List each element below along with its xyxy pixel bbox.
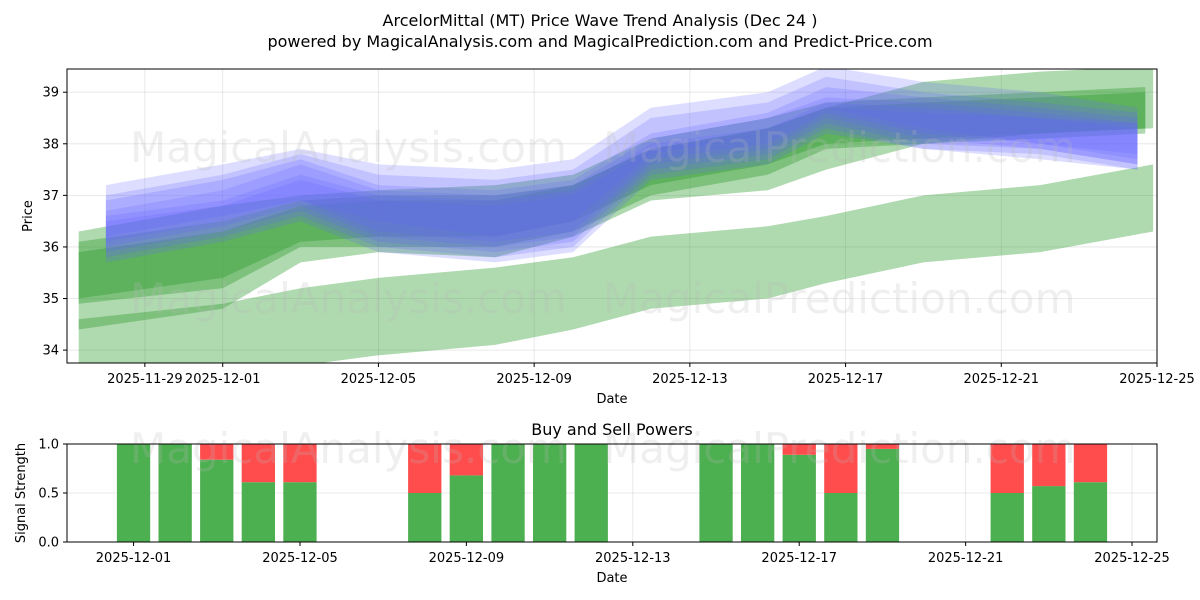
watermark-analysis-top: MagicalAnalysis.com [130,123,567,172]
signal-y-tick-label: 0.0 [38,536,59,551]
buy-power-bar [741,444,775,542]
price-x-axis-label: Date [596,392,627,407]
price-x-tick-label: 2025-12-21 [964,372,1040,387]
blue-wave-band [105,102,1138,258]
blue-wave-band [105,76,1138,242]
price-x-tick-label: 2025-12-09 [496,372,572,387]
sell-power-bar [782,444,816,455]
sell-power-bar [200,444,234,460]
buy-power-bar [491,444,525,542]
price-plot-background [67,69,1157,363]
sell-power-bar [1073,444,1108,483]
buy-power-bar [574,444,608,542]
buy-power-bar [782,454,816,542]
buy-power-bar [990,493,1024,542]
sell-power-bar [283,444,317,483]
sell-power-bar [865,444,900,449]
signal-x-tick-label: 2025-12-25 [1094,551,1170,566]
price-y-axis-label: Price [21,200,36,232]
green-trend-band [78,92,1146,304]
buy-sell-title: Buy and Sell Powers [531,420,693,439]
signal-x-axis-label: Date [596,571,627,586]
chart-subtitle: powered by MagicalAnalysis.com and Magic… [267,32,932,51]
watermark-analysis-mid: MagicalAnalysis.com [130,274,567,323]
price-wave-chart: MagicalAnalysis.com MagicalPrediction.co… [21,68,1195,407]
blue-wave-band [105,69,1138,237]
buy-power-bar [824,493,858,542]
price-x-tick-label: 2025-12-13 [652,372,728,387]
chart-title: ArcelorMittal (MT) Price Wave Trend Anal… [383,11,818,30]
price-plot-frame [66,68,1158,364]
price-y-tick-label: 37 [42,189,59,204]
buy-power-bar [158,444,192,542]
signal-y-axis-label: Signal Strength [14,443,29,543]
price-x-tick-label: 2025-12-01 [185,372,261,387]
signal-y-tick-label: 1.0 [38,438,59,453]
price-y-tick-label: 35 [42,292,59,307]
green-trend-band [78,69,1154,330]
buy-power-bar [116,444,151,542]
watermark-prediction-top: MagicalPrediction.com [603,123,1076,172]
price-y-tick-label: 34 [42,344,59,359]
sell-power-bar [1032,444,1066,487]
green-trend-band [78,87,1146,299]
price-x-tick-label: 2025-11-29 [107,372,183,387]
buy-power-bar [1073,482,1108,542]
buy-sell-chart: Buy and Sell Powers MagicalAnalysis.com … [14,420,1170,586]
buy-power-bar [200,459,234,542]
buy-power-bar [241,482,275,542]
blue-wave-band [105,107,1138,263]
blue-wave-band [105,97,1138,253]
signal-x-tick-label: 2025-12-21 [928,551,1004,566]
sell-power-bar [408,444,442,493]
signal-x-tick-label: 2025-12-05 [262,551,338,566]
sell-power-bar [990,444,1024,493]
signal-x-tick-label: 2025-12-13 [595,551,671,566]
buy-power-bar [699,444,733,542]
price-x-tick-label: 2025-12-17 [808,372,884,387]
watermark-prediction-bottom: MagicalPrediction.com [603,424,1076,473]
signal-x-tick-label: 2025-12-17 [761,551,837,566]
buy-power-bar [865,448,900,542]
sell-power-bar [241,444,275,483]
buy-power-bar [408,493,442,542]
price-y-tick-label: 36 [42,240,59,255]
blue-wave-band [105,87,1138,247]
signal-x-tick-label: 2025-12-01 [96,551,172,566]
signal-x-tick-label: 2025-12-09 [429,551,505,566]
sell-power-bar [449,444,483,476]
watermark-analysis-bottom: MagicalAnalysis.com [130,424,567,473]
buy-power-bar [533,444,567,542]
price-y-tick-label: 39 [42,86,59,101]
price-x-tick-label: 2025-12-05 [341,372,417,387]
signal-y-tick-label: 0.5 [38,487,59,502]
watermark-prediction-mid: MagicalPrediction.com [603,274,1076,323]
sell-power-bar [824,444,858,493]
buy-power-bar [449,475,483,542]
price-x-tick-label: 2025-12-25 [1119,372,1195,387]
buy-power-bar [283,482,317,542]
green-trend-band [78,164,1154,363]
price-y-tick-label: 38 [42,137,59,152]
buy-power-bar [1032,486,1066,542]
